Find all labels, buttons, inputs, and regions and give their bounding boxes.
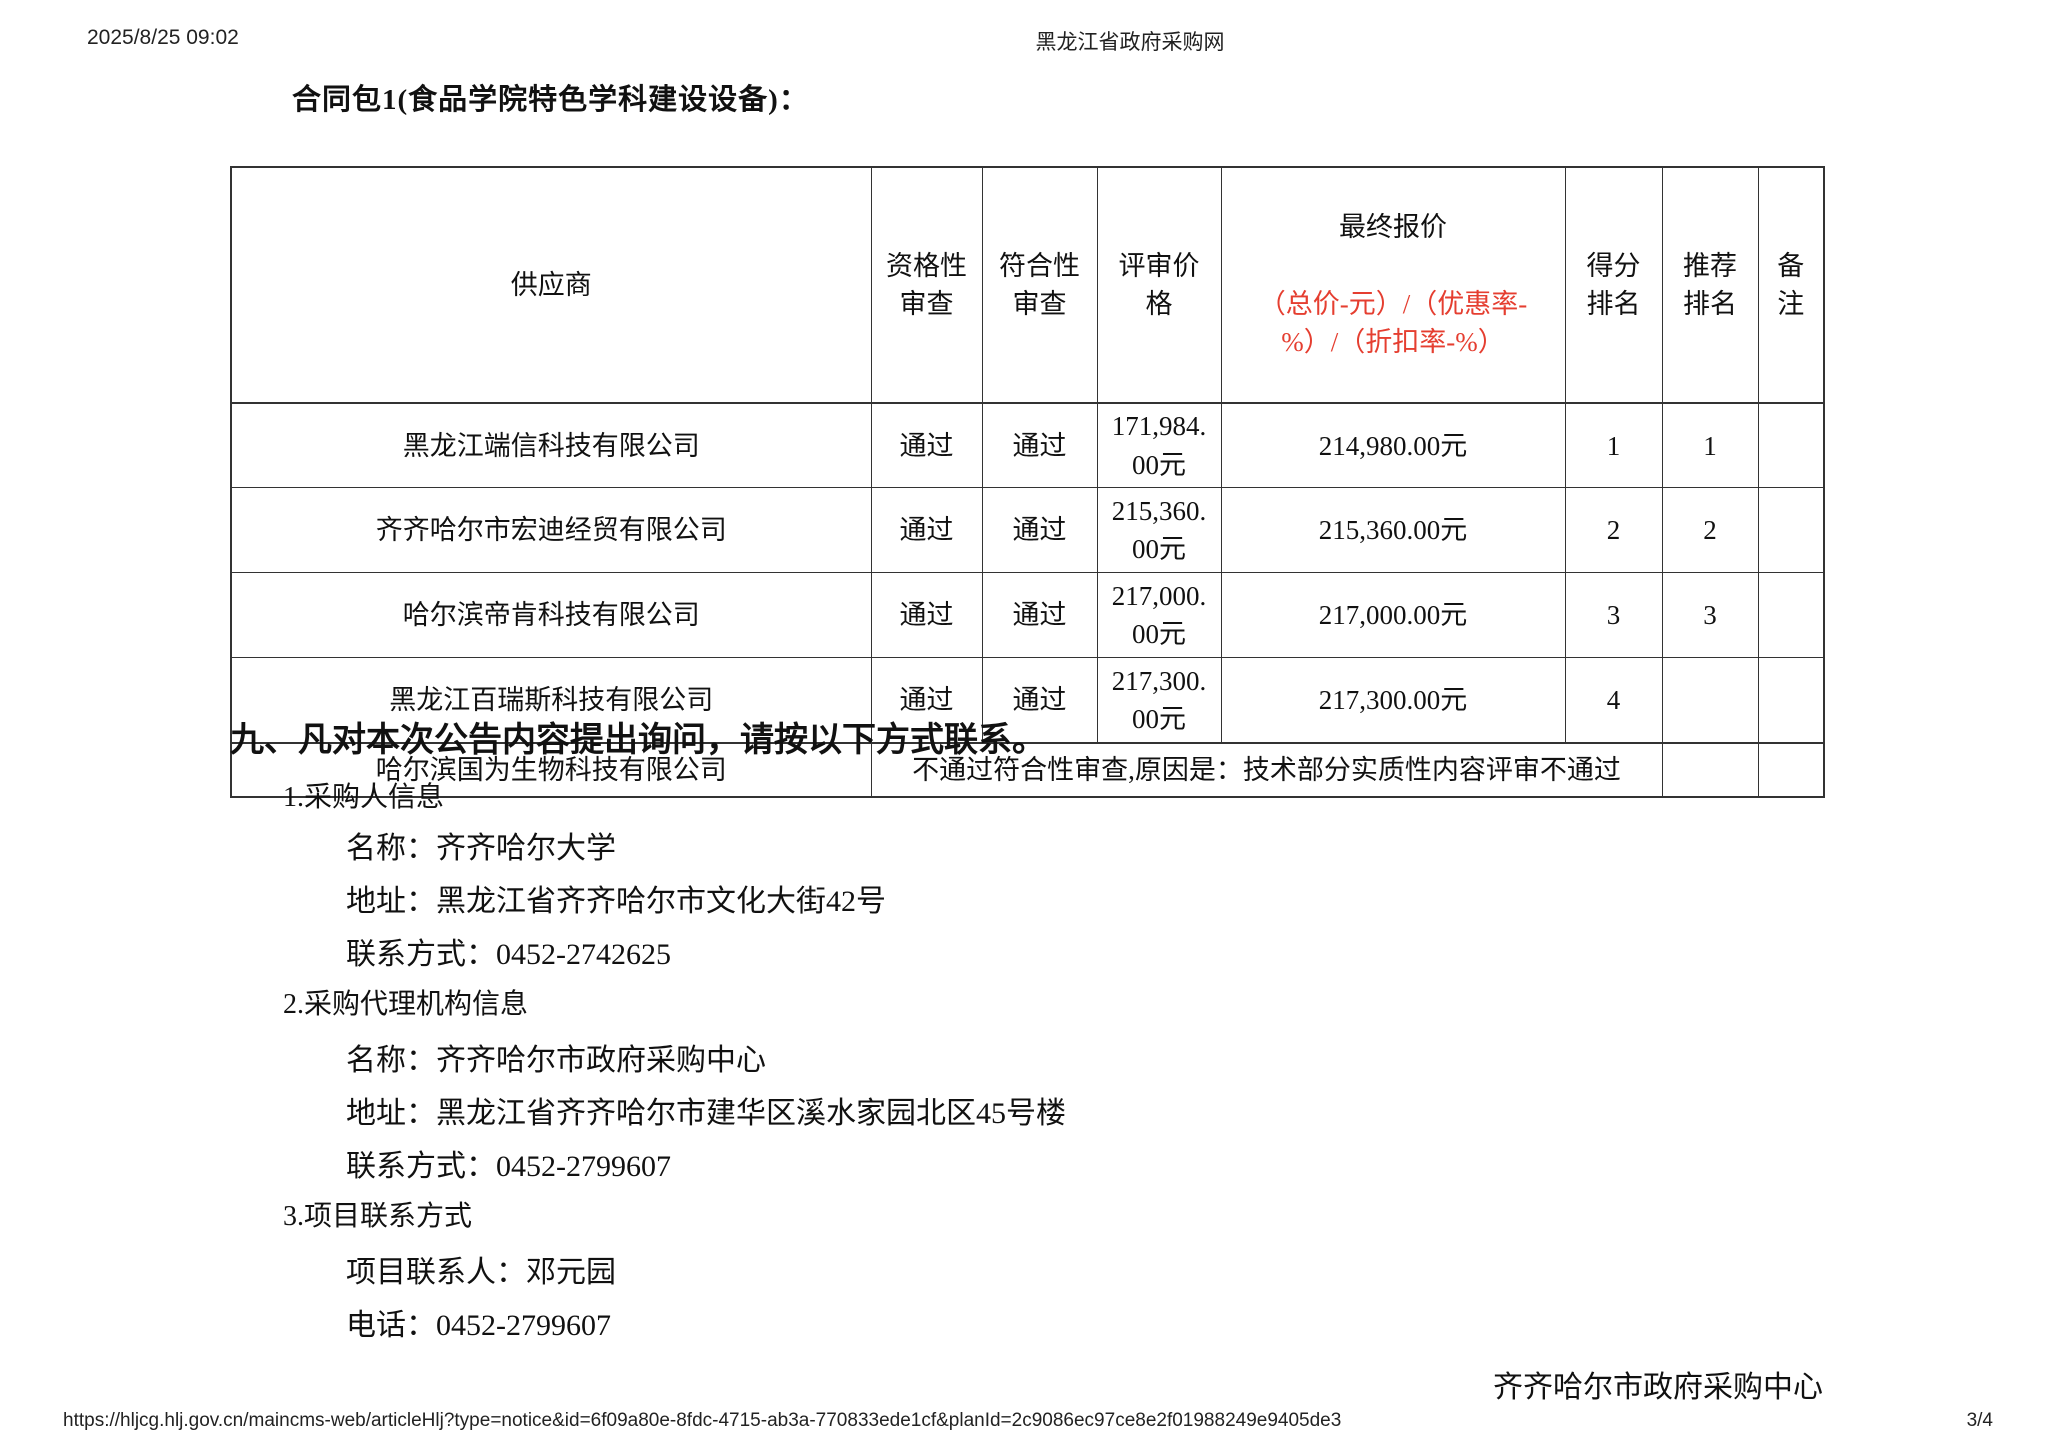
supplier-name: 黑龙江端信科技有限公司 [230,402,872,489]
contract-package-title: 合同包1(食品学院特色学科建设设备)： [292,84,809,116]
qualification-result: 通过 [870,657,983,744]
project-contact-phone: 电话：0452-2799607 [346,1309,611,1342]
compliance-result: 通过 [981,402,1098,489]
issuer-signature: 齐齐哈尔市政府采购中心 [1493,1371,1823,1404]
print-footer-url: https://hljcg.hlj.gov.cn/maincms-web/art… [63,1410,1342,1431]
recommend-rank: 3 [1661,572,1759,659]
review-price: 215,360. 00元 [1096,487,1222,574]
section-nine-heading: 九、凡对本次公告内容提出询问，请按以下方式联系。 [230,722,1046,759]
recommend-rank: 2 [1661,487,1759,574]
project-contact-person: 项目联系人：邓元园 [346,1256,616,1289]
qualification-result: 通过 [870,572,983,659]
purchaser-name: 名称：齐齐哈尔大学 [346,832,616,865]
table-header-row: 供应商 资格性 审查 符合性 审查 评审价 格 最终报价 （总价-元）/（优惠率… [230,166,1825,404]
agency-name: 名称：齐齐哈尔市政府采购中心 [346,1044,766,1077]
final-quote: 214,980.00元 [1220,402,1566,489]
compliance-result: 通过 [981,657,1098,744]
final-quote: 215,360.00元 [1220,487,1566,574]
purchaser-contact: 联系方式：0452-2742625 [346,938,671,971]
remark-cell [1757,402,1825,489]
print-site-title: 黑龙江省政府采购网 [1035,31,1225,54]
table-row: 黑龙江端信科技有限公司 通过 通过 171,984. 00元 214,980.0… [230,402,1825,489]
purchaser-info-label: 1.采购人信息 [283,782,445,813]
agency-contact: 联系方式：0452-2799607 [346,1150,671,1183]
review-price: 171,984. 00元 [1096,402,1222,489]
supplier-name: 黑龙江百瑞斯科技有限公司 [230,657,872,744]
final-quote: 217,300.00元 [1220,657,1566,744]
col-header-remark: 备 注 [1757,166,1825,404]
supplier-name: 哈尔滨国为生物科技有限公司 [230,742,872,798]
agency-info-label: 2.采购代理机构信息 [283,989,529,1020]
table-row: 齐齐哈尔市宏迪经贸有限公司 通过 通过 215,360. 00元 215,360… [230,487,1825,574]
recommend-rank [1661,742,1759,798]
score-rank: 4 [1564,657,1663,744]
table-row: 黑龙江百瑞斯科技有限公司 通过 通过 217,300. 00元 217,300.… [230,657,1825,744]
score-rank: 1 [1564,402,1663,489]
score-rank: 3 [1564,572,1663,659]
print-footer-page-number: 3/4 [1966,1410,1993,1431]
table-row: 哈尔滨帝肯科技有限公司 通过 通过 217,000. 00元 217,000.0… [230,572,1825,659]
rejected-supplier-row: 哈尔滨国为生物科技有限公司 不通过符合性审查,原因是：技术部分实质性内容评审不通… [230,742,1825,798]
review-price: 217,000. 00元 [1096,572,1222,659]
supplier-name: 齐齐哈尔市宏迪经贸有限公司 [230,487,872,574]
col-header-supplier: 供应商 [230,166,872,404]
compliance-result: 通过 [981,487,1098,574]
remark-cell [1757,572,1825,659]
col-header-compliance: 符合性 审查 [981,166,1098,404]
final-quote-subtitle: （总价-元）/（优惠率- %）/（折扣率-%） [1258,288,1528,358]
qualification-result: 通过 [870,402,983,489]
recommend-rank [1661,657,1759,744]
final-quote-title: 最终报价 [1339,212,1447,243]
review-price: 217,300. 00元 [1096,657,1222,744]
col-header-final-quote: 最终报价 （总价-元）/（优惠率- %）/（折扣率-%） [1220,166,1566,404]
remark-cell [1757,657,1825,744]
col-header-review-price: 评审价 格 [1096,166,1222,404]
score-rank: 2 [1564,487,1663,574]
supplier-name: 哈尔滨帝肯科技有限公司 [230,572,872,659]
purchaser-address: 地址：黑龙江省齐齐哈尔市文化大街42号 [346,885,886,918]
agency-address: 地址：黑龙江省齐齐哈尔市建华区溪水家园北区45号楼 [346,1097,1066,1130]
final-quote: 217,000.00元 [1220,572,1566,659]
rejection-reason: 不通过符合性审查,原因是：技术部分实质性内容评审不通过 [870,742,1663,798]
qualification-result: 通过 [870,487,983,574]
col-header-qualification: 资格性 审查 [870,166,983,404]
compliance-result: 通过 [981,572,1098,659]
recommend-rank: 1 [1661,402,1759,489]
print-timestamp: 2025/8/25 09:02 [87,26,239,49]
col-header-score-rank: 得分 排名 [1564,166,1663,404]
remark-cell [1757,487,1825,574]
col-header-recommend-rank: 推荐 排名 [1661,166,1759,404]
remark-cell [1757,742,1825,798]
project-contact-label: 3.项目联系方式 [283,1201,473,1232]
bid-evaluation-table: 供应商 资格性 审查 符合性 审查 评审价 格 最终报价 （总价-元）/（优惠率… [230,166,1825,798]
